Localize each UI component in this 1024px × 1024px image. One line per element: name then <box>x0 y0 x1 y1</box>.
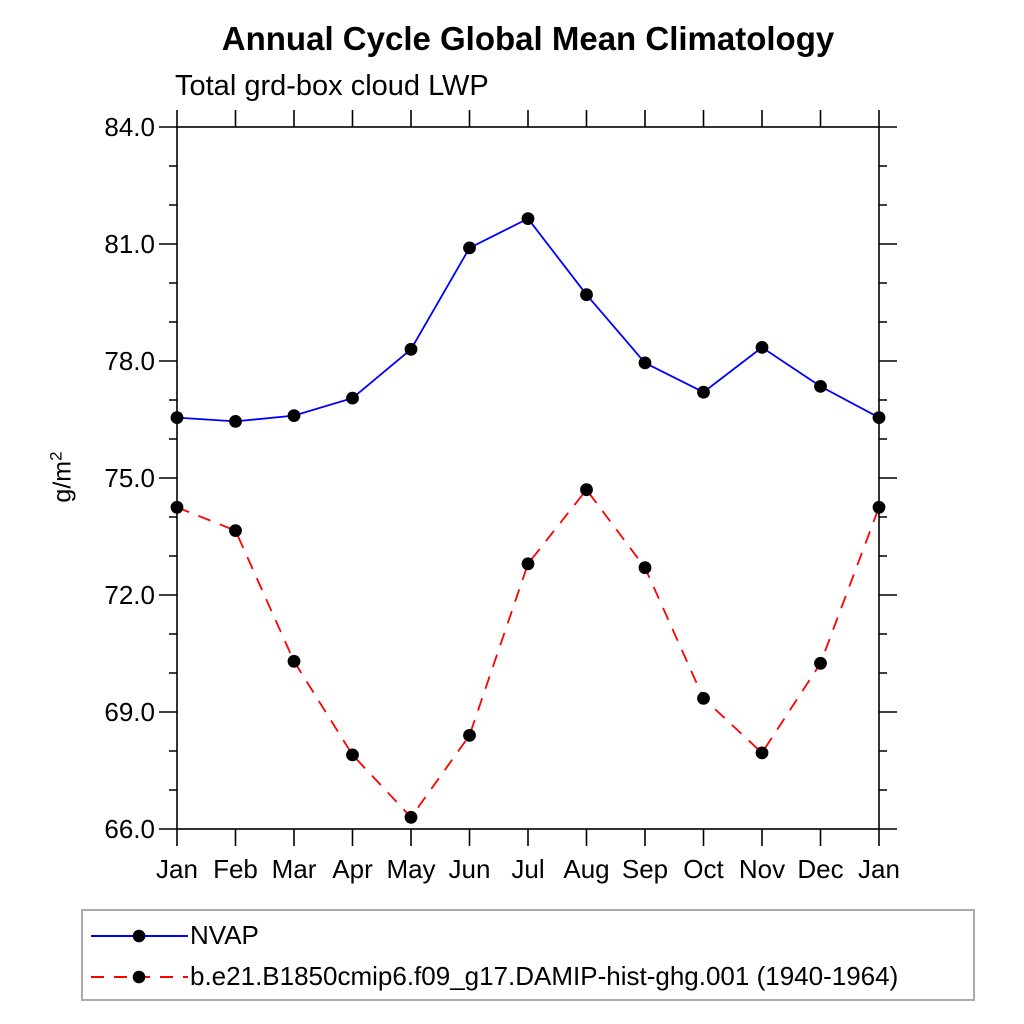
svg-text:Feb: Feb <box>213 854 258 884</box>
svg-text:Mar: Mar <box>272 854 317 884</box>
legend-item-nvap: NVAP <box>89 915 973 956</box>
svg-text:May: May <box>386 854 435 884</box>
model-line-swatch-icon <box>91 970 188 983</box>
legend-label-model: b.e21.B1850cmip6.f09_g17.DAMIP-hist-ghg.… <box>190 961 899 991</box>
legend-item-model: b.e21.B1850cmip6.f09_g17.DAMIP-hist-ghg.… <box>89 956 973 997</box>
svg-text:Jun: Jun <box>449 854 491 884</box>
svg-text:84.0: 84.0 <box>104 112 155 142</box>
svg-text:Nov: Nov <box>739 854 785 884</box>
chart-title: Annual Cycle Global Mean Climatology <box>221 20 835 57</box>
svg-text:Aug: Aug <box>563 854 609 884</box>
svg-text:78.0: 78.0 <box>104 346 155 376</box>
svg-text:Jul: Jul <box>511 854 544 884</box>
svg-text:75.0: 75.0 <box>104 463 155 493</box>
legend: NVAP b.e21.B1850cmip6.f09_g17.DAMIP-hist… <box>81 909 975 1001</box>
nvap-line-swatch-icon <box>91 929 188 942</box>
svg-text:72.0: 72.0 <box>104 580 155 610</box>
svg-text:Oct: Oct <box>683 854 724 884</box>
svg-text:66.0: 66.0 <box>104 814 155 844</box>
svg-text:Apr: Apr <box>332 854 373 884</box>
svg-text:Dec: Dec <box>797 854 843 884</box>
svg-text:69.0: 69.0 <box>104 697 155 727</box>
legend-label-nvap: NVAP <box>190 920 259 950</box>
svg-text:Jan: Jan <box>156 854 198 884</box>
svg-text:81.0: 81.0 <box>104 229 155 259</box>
chart-subtitle: Total grd-box cloud LWP <box>175 70 489 102</box>
svg-text:Sep: Sep <box>622 854 668 884</box>
svg-text:Jan: Jan <box>858 854 900 884</box>
